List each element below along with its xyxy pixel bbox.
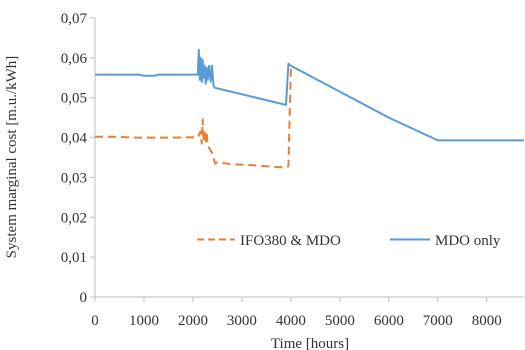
series-line-mdo-only (95, 48, 524, 142)
legend-label-mdo-only: MDO only (435, 233, 501, 249)
y-tick-label: 0,06 (61, 51, 88, 67)
y-tick-label: 0,05 (61, 91, 87, 107)
x-tick-label: 0 (91, 313, 99, 329)
x-tick-label: 1000 (129, 313, 159, 329)
y-tick-label: 0,01 (61, 250, 87, 266)
axes (94, 18, 524, 298)
x-tick-label: 3000 (227, 313, 257, 329)
y-tick-label: 0,04 (61, 131, 88, 147)
legend: IFO380 & MDO MDO only (197, 233, 501, 249)
tick-labels: 0 0,01 0,02 0,03 0,04 0,05 0,06 0,07 0 1000 2000 30… (61, 11, 502, 329)
y-tick-label: 0,03 (61, 170, 87, 186)
x-tick-label: 6000 (374, 313, 404, 329)
x-axis-title: Time [hours] (271, 336, 349, 350)
y-tick-label: 0,07 (61, 11, 88, 27)
y-tick-label: 0,02 (61, 210, 87, 226)
x-tick-label: 7000 (423, 313, 453, 329)
series-line-ifo380-mdo (95, 67, 292, 169)
y-tick-label: 0 (80, 290, 88, 306)
series-lines (95, 48, 524, 169)
x-tick-label: 4000 (276, 313, 306, 329)
x-tick-label: 5000 (325, 313, 355, 329)
legend-label-ifo380-mdo: IFO380 & MDO (240, 233, 341, 249)
x-tick-label: 8000 (472, 313, 502, 329)
y-axis-title: System marginal cost [m.u./kWh] (4, 56, 20, 259)
x-tick-label: 2000 (178, 313, 208, 329)
